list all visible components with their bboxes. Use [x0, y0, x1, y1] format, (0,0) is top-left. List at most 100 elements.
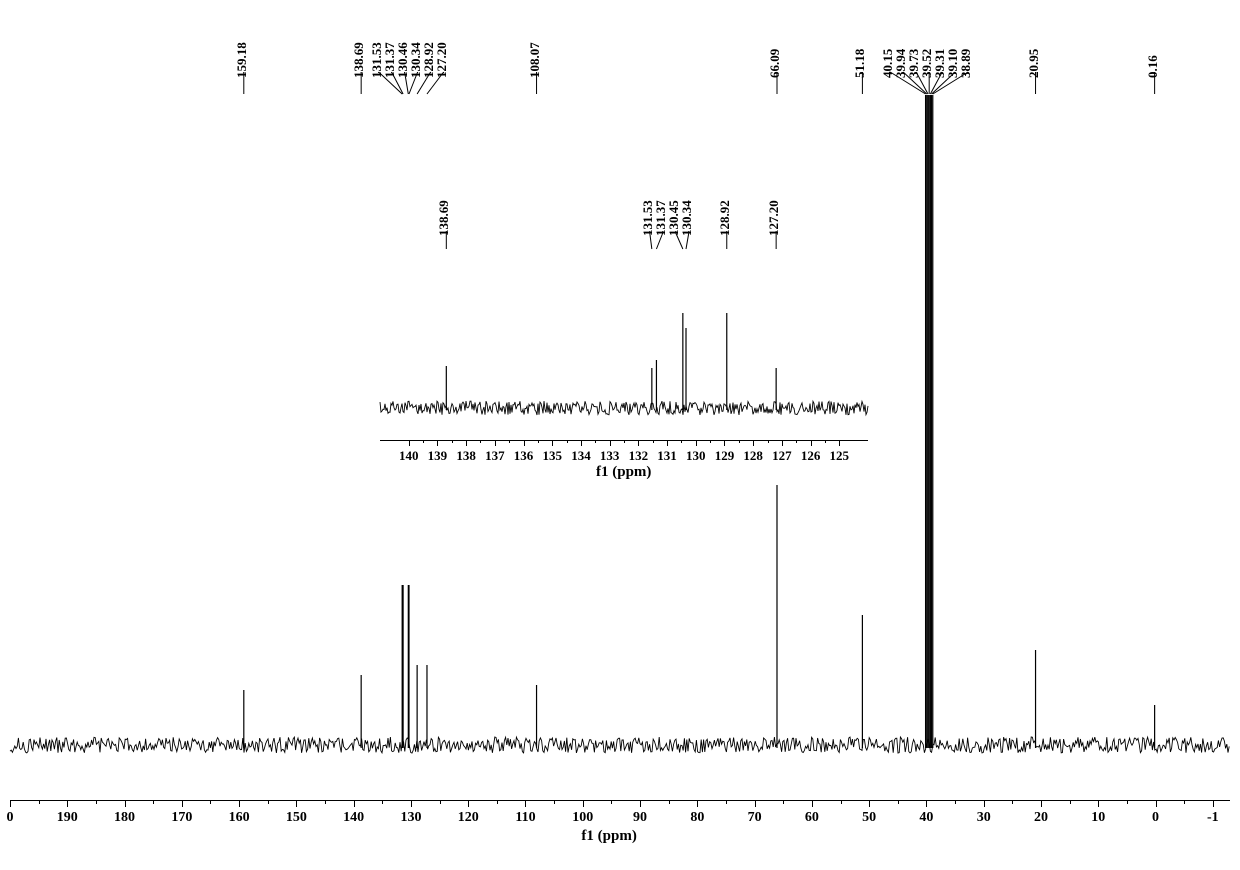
main-tick [296, 800, 297, 807]
inset-tick [839, 440, 840, 446]
inset-minor-tick [480, 440, 481, 443]
inset-tick [466, 440, 467, 446]
main-tick [697, 800, 698, 807]
main-tick [926, 800, 927, 807]
inset-minor-tick [681, 440, 682, 443]
main-minor-tick [268, 800, 269, 804]
main-tick [182, 800, 183, 807]
peak-label: 51.18 [852, 49, 868, 78]
main-minor-tick [96, 800, 97, 804]
inset-minor-tick [567, 440, 568, 443]
inset-tick-label: 128 [743, 448, 763, 464]
inset-axis-title: f1 (ppm) [596, 464, 651, 481]
main-minor-tick [726, 800, 727, 804]
inset-tick-label: 137 [485, 448, 505, 464]
main-minor-tick [611, 800, 612, 804]
inset-tick [696, 440, 697, 446]
main-minor-tick [955, 800, 956, 804]
inset-peak-label: 138.69 [436, 200, 452, 236]
main-tick [525, 800, 526, 807]
inset-minor-tick [452, 440, 453, 443]
main-tick [239, 800, 240, 807]
main-tick-label: 160 [229, 810, 250, 826]
main-tick-label: 170 [171, 810, 192, 826]
peak-label: 127.20 [434, 42, 450, 78]
main-tick-label: 70 [748, 810, 762, 826]
main-minor-tick [382, 800, 383, 804]
inset-tick [524, 440, 525, 446]
main-tick [1213, 800, 1214, 807]
main-tick-label: 130 [400, 810, 421, 826]
main-minor-tick [1127, 800, 1128, 804]
inset-minor-tick [538, 440, 539, 443]
main-tick-label: 30 [977, 810, 991, 826]
main-minor-tick [669, 800, 670, 804]
main-minor-tick [210, 800, 211, 804]
main-tick [984, 800, 985, 807]
main-tick-label: 100 [572, 810, 593, 826]
main-minor-tick [497, 800, 498, 804]
inset-tick [667, 440, 668, 446]
inset-minor-tick [595, 440, 596, 443]
main-tick-label: 110 [515, 810, 535, 826]
inset-tick [437, 440, 438, 446]
main-tick-label: 180 [114, 810, 135, 826]
main-tick [755, 800, 756, 807]
main-minor-tick [153, 800, 154, 804]
peak-label: 108.07 [527, 42, 543, 78]
inset-tick-label: 140 [399, 448, 419, 464]
inset-tick [638, 440, 639, 446]
main-tick [411, 800, 412, 807]
inset-tick-label: 132 [629, 448, 649, 464]
inset-tick-label: 133 [600, 448, 620, 464]
main-tick [812, 800, 813, 807]
inset-minor-tick [624, 440, 625, 443]
inset-tick [811, 440, 812, 446]
inset-minor-tick [768, 440, 769, 443]
inset-tick [581, 440, 582, 446]
peak-label: 38.89 [958, 49, 974, 78]
inset-tick [409, 440, 410, 446]
main-minor-tick [898, 800, 899, 804]
main-tick [583, 800, 584, 807]
main-minor-tick [1184, 800, 1185, 804]
peak-label: 20.95 [1026, 49, 1042, 78]
main-tick-label: 80 [690, 810, 704, 826]
main-tick-label: 0 [1152, 810, 1159, 826]
peak-label: 0.16 [1145, 55, 1161, 78]
inset-tick-label: 138 [456, 448, 476, 464]
inset-tick [610, 440, 611, 446]
main-tick [869, 800, 870, 807]
main-tick [125, 800, 126, 807]
main-minor-tick [554, 800, 555, 804]
main-minor-tick [1070, 800, 1071, 804]
inset-tick-label: 130 [686, 448, 706, 464]
inset-tick-label: 134 [571, 448, 591, 464]
main-tick [1156, 800, 1157, 807]
main-minor-tick [841, 800, 842, 804]
inset-peak-label: 130.34 [679, 200, 695, 236]
main-tick [640, 800, 641, 807]
inset-peak-label: 128.92 [717, 200, 733, 236]
main-tick-label: 10 [1091, 810, 1105, 826]
main-minor-tick [440, 800, 441, 804]
inset-tick-label: 125 [830, 448, 850, 464]
main-minor-tick [325, 800, 326, 804]
inset-tick [495, 440, 496, 446]
main-tick-label: 140 [343, 810, 364, 826]
inset-tick-label: 135 [542, 448, 562, 464]
inset-minor-tick [739, 440, 740, 443]
main-tick [468, 800, 469, 807]
inset-tick [782, 440, 783, 446]
inset-minor-tick [423, 440, 424, 443]
main-tick-label: 190 [57, 810, 78, 826]
inset-minor-tick [509, 440, 510, 443]
inset-tick-label: 127 [772, 448, 792, 464]
inset-spectrum-trace [0, 0, 1240, 870]
inset-minor-tick [710, 440, 711, 443]
main-tick [1098, 800, 1099, 807]
inset-peak-label: 127.20 [766, 200, 782, 236]
main-minor-tick [783, 800, 784, 804]
main-tick-label: 150 [286, 810, 307, 826]
inset-tick-label: 126 [801, 448, 821, 464]
